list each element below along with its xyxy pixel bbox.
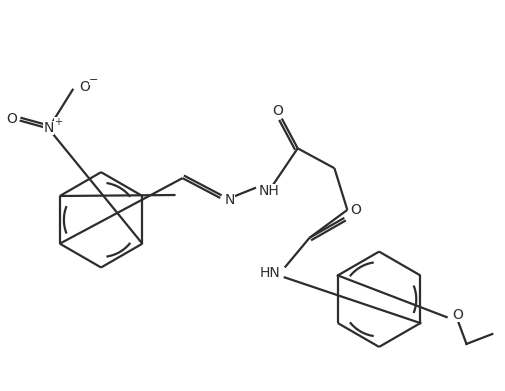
- Text: NH: NH: [259, 184, 279, 198]
- Text: HN: HN: [260, 266, 280, 280]
- Text: O: O: [272, 104, 283, 118]
- Text: O: O: [6, 111, 17, 126]
- Text: N: N: [224, 193, 234, 207]
- Text: N: N: [43, 122, 54, 135]
- Text: O: O: [349, 203, 361, 217]
- Text: O: O: [79, 80, 90, 94]
- Text: −: −: [89, 75, 98, 85]
- Text: +: +: [55, 117, 62, 127]
- Text: O: O: [451, 308, 463, 322]
